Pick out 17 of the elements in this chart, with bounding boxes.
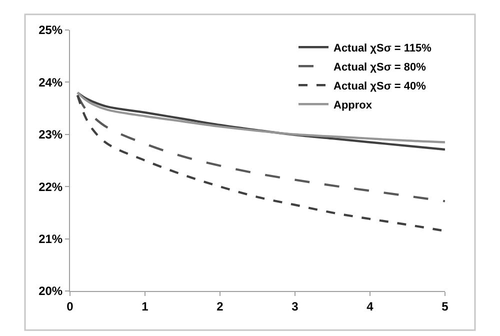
y-tick-label: 23%	[38, 128, 63, 142]
x-tick-label: 3	[292, 299, 299, 314]
legend-label: Approx	[334, 99, 373, 112]
x-tick-label: 4	[366, 299, 374, 314]
legend-label: Actual χSσ = 115%	[334, 42, 432, 54]
x-tick-label: 0	[66, 299, 74, 314]
y-tick-label: 21%	[38, 232, 63, 246]
y-tick-label: 22%	[38, 180, 63, 194]
x-tick-label: 1	[142, 299, 149, 314]
x-tick-label: 2	[216, 299, 224, 314]
y-tick-label: 20%	[38, 284, 63, 298]
legend-label: Actual χSσ = 80%	[334, 61, 426, 74]
y-tick-label: 24%	[38, 75, 63, 90]
line-series	[76, 94, 445, 202]
y-tick-label: 25%	[38, 23, 63, 38]
x-tick-label: 5	[442, 299, 449, 314]
legend-label: Actual χSσ = 40%	[334, 80, 426, 92]
